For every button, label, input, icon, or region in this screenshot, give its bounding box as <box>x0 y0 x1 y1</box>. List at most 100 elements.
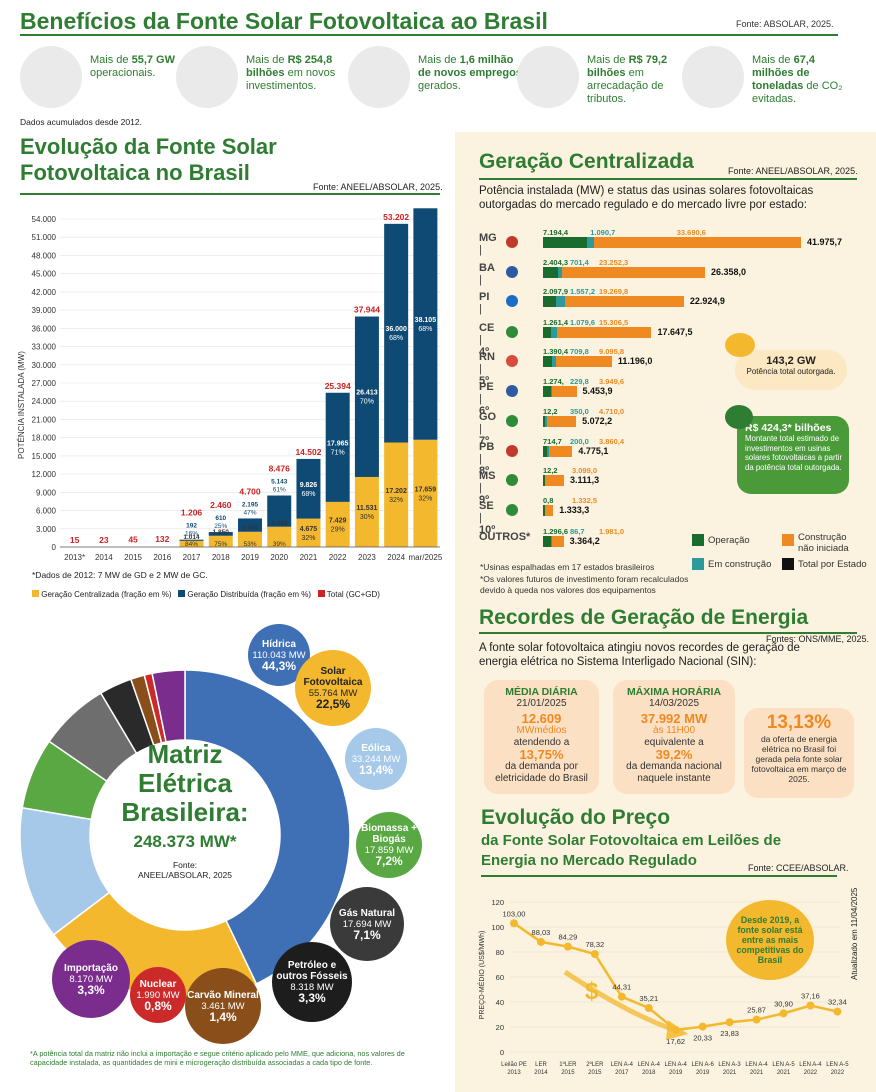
legend-nao-iniciada: Construção não iniciada <box>798 532 849 554</box>
worker-icon <box>348 46 410 108</box>
bar-nao-iniciada <box>593 237 801 248</box>
legend-construcao-swatch <box>692 558 704 570</box>
bar-nao-iniciada <box>545 475 565 486</box>
money-growth-icon <box>725 405 753 429</box>
gd-pct-label: 70% <box>360 399 374 406</box>
pie-label-pct: 3,3% <box>77 982 105 997</box>
y-tick-label: 3.000 <box>36 525 57 534</box>
price-point <box>779 1009 788 1018</box>
benefit-highlight: 1,6 milhão de novos empregos <box>418 54 522 79</box>
legend-operacao: Operação <box>708 535 750 546</box>
bar-nao-iniciada <box>555 356 612 367</box>
bar-gc <box>354 476 379 547</box>
benefit-text: Mais de R$ 254,8 bilhões em novos invest… <box>246 54 351 93</box>
gc-underline <box>479 178 857 180</box>
gc-pct-label: 30% <box>360 514 374 521</box>
construcao-label: 1.090,7 <box>590 228 616 237</box>
x-tick-label: 2013* <box>64 553 85 562</box>
gc-pct-label: 29% <box>331 526 345 533</box>
state-code: SE <box>479 500 494 512</box>
bar-operacao <box>543 505 545 516</box>
pie-label-value: 3.461 MW <box>201 1000 245 1012</box>
share-tail: da oferta de energia elétrica no Brasil … <box>751 734 847 784</box>
operacao-label: 1.390,4 <box>543 347 569 356</box>
state-flag-icon <box>506 266 518 278</box>
bar-operacao <box>543 536 551 547</box>
pie-label-pct: 0,8% <box>144 998 172 1013</box>
total-label: 15 <box>70 535 80 545</box>
price-point <box>590 950 599 959</box>
x-tick-label: 2015 <box>124 553 142 562</box>
construcao-label: 701,4 <box>570 258 589 267</box>
gc-value-label: 4.675 <box>300 526 318 533</box>
hourly-date: 14/03/2025 <box>648 698 700 709</box>
x-tick-label: 2014 <box>95 553 113 562</box>
records-source: Fontes: ONS/MME, 2025. <box>766 634 870 644</box>
y-tick-label: 36.000 <box>32 324 57 333</box>
bar-construcao <box>545 416 548 427</box>
bar-nao-iniciada <box>557 327 652 338</box>
state-flag-icon <box>506 445 518 457</box>
gc-pct-label: 53% <box>243 541 256 548</box>
bar-operacao <box>543 296 556 307</box>
state-row: PB | 8º 714,7 200,0 3.860,4 4.775,1 <box>479 437 624 477</box>
pie-slice <box>151 669 186 743</box>
y-axis-label: PREÇO-MÉDIO (US$/MWh) <box>477 931 486 1020</box>
gc-value-label: 1.014 <box>183 534 200 541</box>
nao-iniciada-label: 33.690,6 <box>676 228 706 237</box>
preco-subtitle: da Fonte Solar Fotovoltaica em Leilões d… <box>481 831 781 871</box>
state-code: MG <box>479 232 497 244</box>
y-axis-label: POTÊNCIA INSTALADA (MW) <box>17 351 26 459</box>
pie-label-bubble: Nuclear 1.990 MW 0,8% <box>130 967 186 1023</box>
state-flag-icon <box>506 295 518 307</box>
benefit-text: Mais de R$ 79,2 bilhões em arrecadação d… <box>587 54 692 106</box>
bar-operacao <box>543 475 545 486</box>
y-tick-label: 9.000 <box>36 488 57 497</box>
total-label: 14.502 <box>295 447 321 457</box>
total-label: 53.202 <box>383 212 409 222</box>
price-point <box>752 1015 761 1024</box>
gc-pct-label: 32% <box>301 535 315 542</box>
bar-nao-iniciada <box>547 416 577 427</box>
bar-operacao <box>543 416 545 427</box>
benefit-highlight: 55,7 GW <box>131 54 175 66</box>
benefits-footnote: Dados acumulados desde 2012. <box>20 117 142 127</box>
record-share-card: 13,13% da oferta de energia elétrica no … <box>744 708 854 798</box>
page-title: Benefícios da Fonte Solar Fotovoltaica a… <box>20 8 548 34</box>
construcao-label: 350,0 <box>570 407 589 416</box>
x-tick-label: mar/2025 <box>408 553 442 562</box>
state-row: PI | 2.097,9 1.557,2 19.269,8 22.924,9 <box>479 287 725 315</box>
rank-separator: | <box>479 482 482 494</box>
solar-panel-icon <box>20 46 82 108</box>
total-label: 55.764 <box>412 205 438 206</box>
benefit-post: em novos investimentos. <box>246 67 336 92</box>
price-value-label: 25,87 <box>747 1006 766 1015</box>
trend-arrow <box>563 969 676 1033</box>
price-value-label: 88,03 <box>532 928 551 937</box>
bar-construcao <box>550 327 558 338</box>
price-value-label: 37,16 <box>801 992 820 1001</box>
total-label: 5.453,9 <box>582 386 613 396</box>
daily-mid: atendendo a <box>513 737 570 748</box>
x-tick-label: 2022 <box>329 553 347 562</box>
gc-value-label: 2.505 <box>242 525 259 532</box>
rank-separator: | <box>479 334 482 346</box>
money-icon <box>176 46 238 108</box>
bar-gd <box>179 539 204 541</box>
benefit-pre: Mais de <box>418 54 460 66</box>
evolution-underline <box>20 193 440 195</box>
pie-label-name: Hídrica <box>262 638 296 650</box>
total-label: 1.333,3 <box>559 505 590 515</box>
pie-label-name: Biomassa + Biogás <box>361 823 417 845</box>
benefit-highlight: R$ 79,2 bilhões <box>587 54 668 79</box>
x-tick-label: LEN A-3 <box>718 1062 741 1068</box>
nao-iniciada-label: 15.306,5 <box>599 318 629 327</box>
pie-label-pct: 44,3% <box>261 658 297 673</box>
benefit-pre: Mais de <box>752 54 794 66</box>
x-tick-year: 2013 <box>507 1070 521 1076</box>
state-rank: 10º <box>479 524 496 536</box>
operacao-label: 1.261,4 <box>543 318 569 327</box>
construcao-label: 86,7 <box>570 527 585 536</box>
bar-operacao <box>543 446 548 457</box>
bar-nao-iniciada <box>545 505 554 516</box>
